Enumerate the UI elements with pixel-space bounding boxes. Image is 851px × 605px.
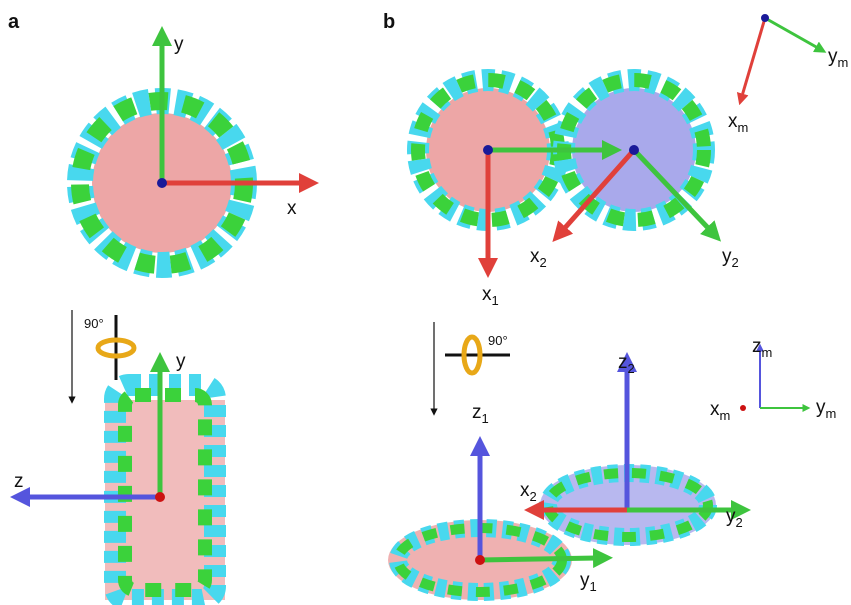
axis-label: x2 xyxy=(520,480,537,504)
origin xyxy=(740,405,746,411)
origin xyxy=(157,178,167,188)
axis-label: y2 xyxy=(722,246,739,270)
axis-label: y xyxy=(174,34,184,55)
panel-label: b xyxy=(383,11,395,33)
axis-label: y xyxy=(176,351,186,372)
panel-label: a xyxy=(8,11,20,33)
nucleosome-side xyxy=(105,385,225,600)
axis-subscript: 2 xyxy=(732,255,739,270)
axis-text: z xyxy=(618,352,628,373)
axis-text: x xyxy=(520,480,530,501)
axis-label: x1 xyxy=(482,284,499,308)
rotation-label: 90° xyxy=(488,333,508,348)
axis-subscript: 2 xyxy=(736,515,743,530)
axis-text: y xyxy=(816,397,826,418)
axis-label: xm xyxy=(728,111,748,135)
axis-subscript: 1 xyxy=(482,411,489,426)
axis-subscript: 1 xyxy=(590,579,597,594)
axis-subscript: 2 xyxy=(540,255,547,270)
rotation-label: 90° xyxy=(84,316,104,331)
axis-text: y xyxy=(828,46,838,67)
axis-label: z1 xyxy=(472,402,489,426)
axis-subscript: 2 xyxy=(628,361,635,376)
axis-arrow xyxy=(765,18,818,48)
axis-text: z xyxy=(472,402,482,423)
axis-text: z xyxy=(752,336,762,357)
origin xyxy=(155,492,165,502)
axis-text: x xyxy=(710,399,720,420)
axis-label: ym xyxy=(828,46,848,70)
axis-label: zm xyxy=(752,336,772,360)
axis-subscript: m xyxy=(826,406,837,421)
origin xyxy=(761,14,769,22)
axis-text: x xyxy=(482,284,492,305)
axis-label: z xyxy=(14,471,24,492)
axis-text: x xyxy=(530,246,540,267)
axis-subscript: m xyxy=(738,120,749,135)
origin xyxy=(629,145,639,155)
axis-subscript: 2 xyxy=(530,489,537,504)
axis-arrow xyxy=(742,18,765,96)
axis-text: x xyxy=(728,111,738,132)
figure: a y x 90° y z b xm ym x1 x xyxy=(0,0,851,605)
axis-text: y xyxy=(722,246,732,267)
axis-label: xm xyxy=(710,399,730,423)
axis-subscript: m xyxy=(720,408,731,423)
axis-subscript: m xyxy=(762,345,773,360)
axis-arrow xyxy=(480,558,597,560)
axis-subscript: 1 xyxy=(492,293,499,308)
axis-label: z2 xyxy=(618,352,635,376)
origin xyxy=(475,555,485,565)
axis-label: x xyxy=(287,198,297,219)
axis-label: ym xyxy=(816,397,836,421)
origin xyxy=(483,145,493,155)
axis-text: y xyxy=(726,506,736,527)
axis-label: x2 xyxy=(530,246,547,270)
axis-label: y1 xyxy=(580,570,597,594)
axis-text: y xyxy=(580,570,590,591)
axis-subscript: m xyxy=(838,55,849,70)
axis-label: y2 xyxy=(726,506,743,530)
